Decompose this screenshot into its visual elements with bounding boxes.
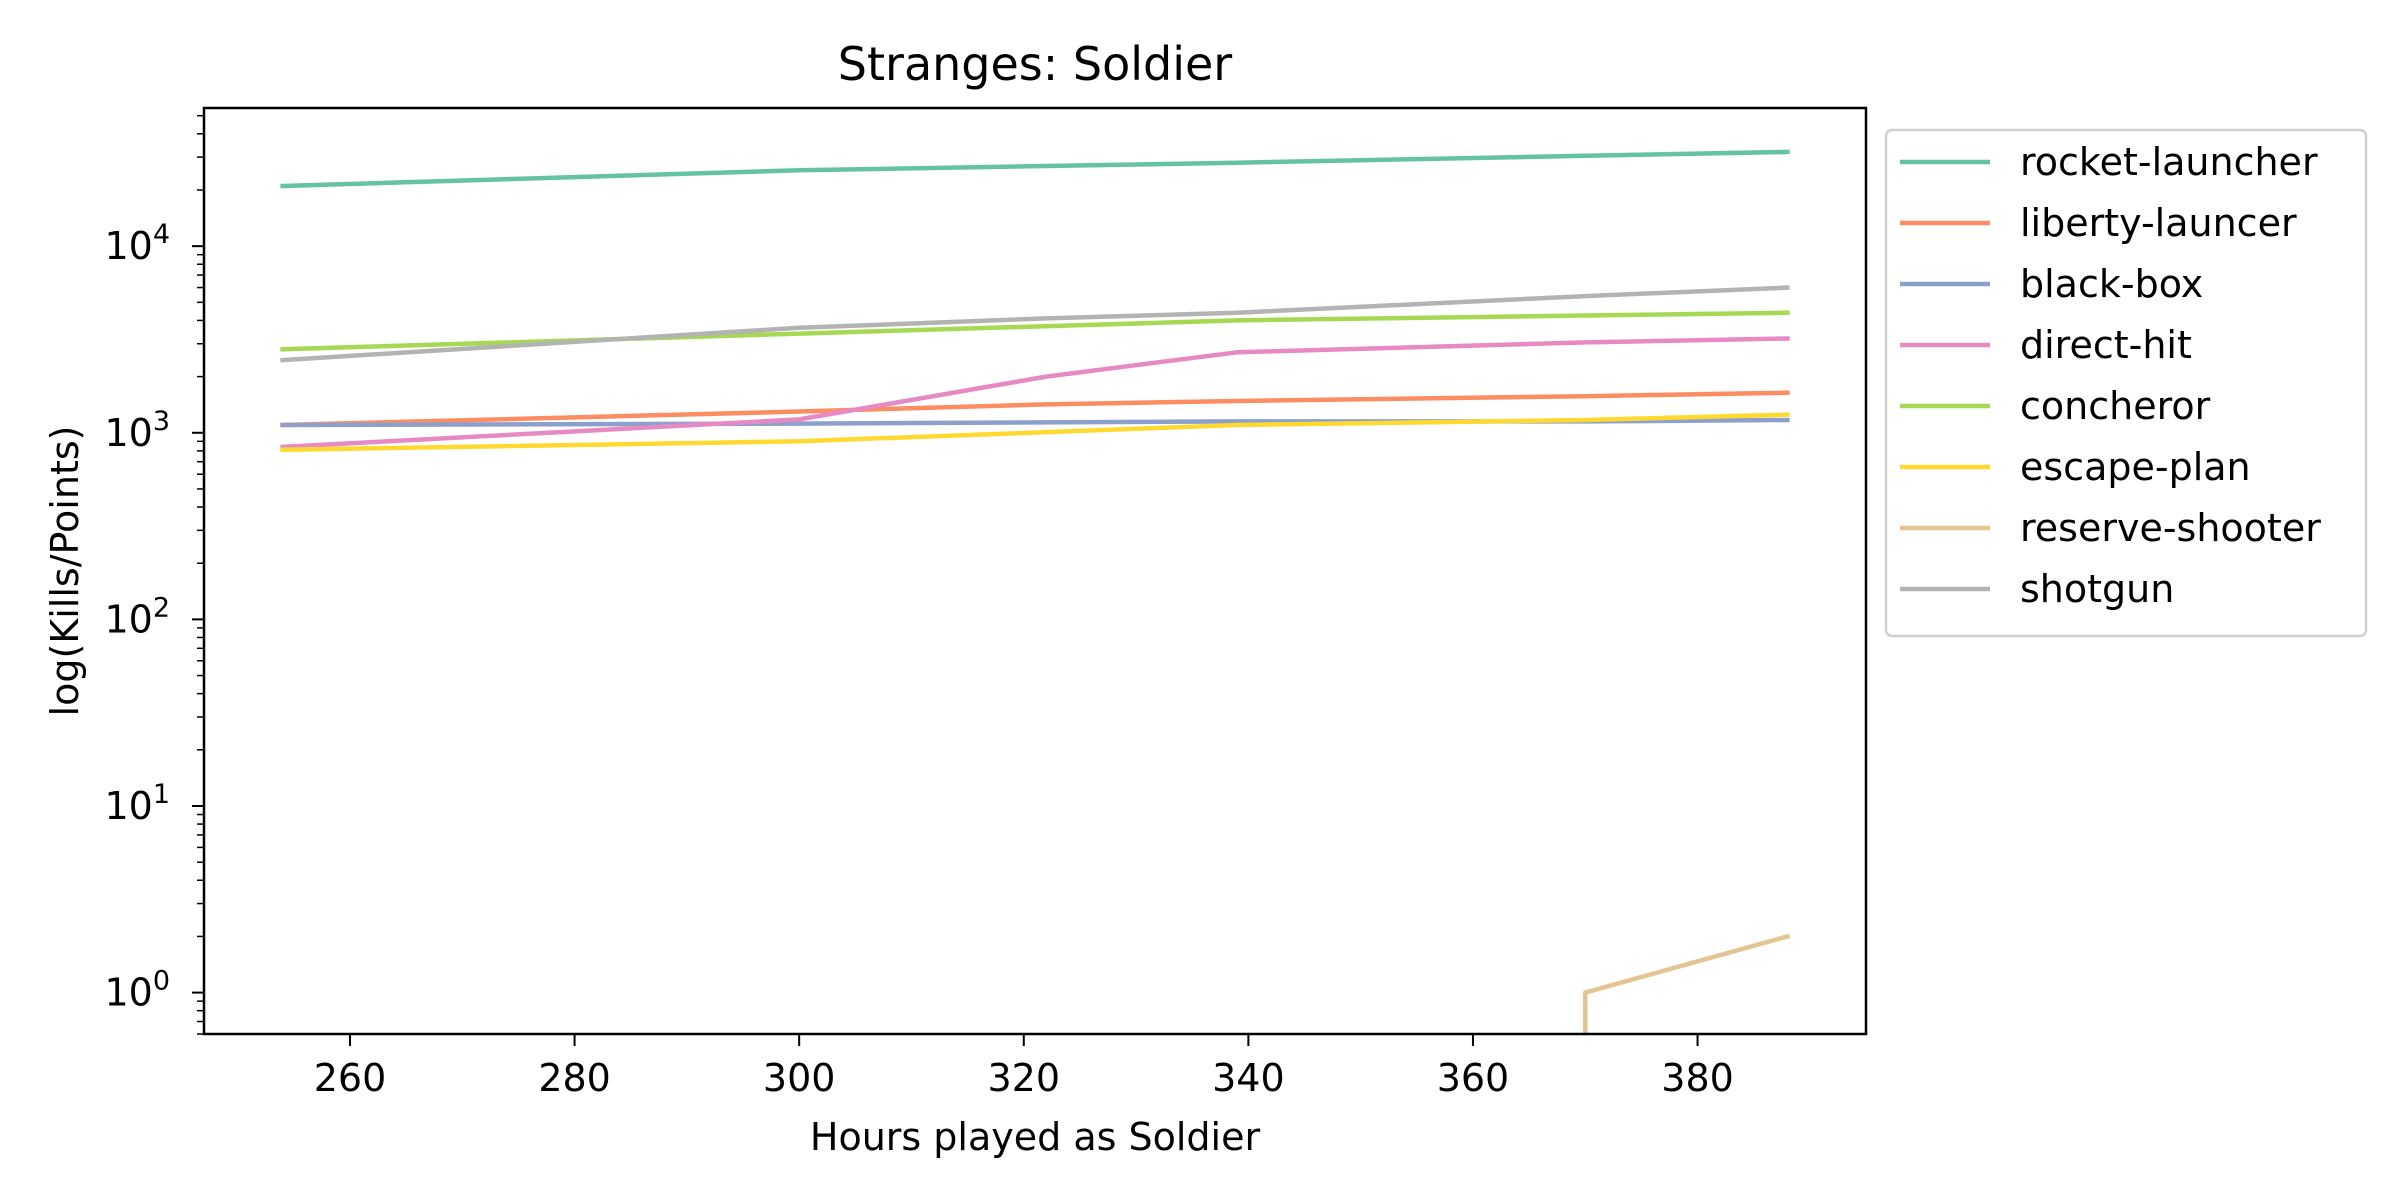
- y-axis-label: log(Kills/Points): [43, 426, 87, 717]
- legend-label: liberty-launcer: [2020, 201, 2297, 245]
- legend-label: escape-plan: [2020, 445, 2251, 489]
- x-tick-label: 300: [763, 1056, 836, 1100]
- legend-label: reserve-shooter: [2020, 506, 2321, 550]
- series-layer: [280, 149, 1791, 1034]
- legend: rocket-launcher liberty-launcer black-box d…: [1884, 128, 2368, 638]
- y-tick-label: 104: [104, 219, 170, 268]
- legend-label: concheror: [2020, 384, 2211, 428]
- x-tick-label: 280: [538, 1056, 611, 1100]
- x-axis-label: Hours played as Soldier: [810, 1115, 1261, 1159]
- series-line-black-box: [280, 417, 1790, 428]
- series-line-liberty-launcer: [280, 390, 1790, 428]
- x-tick-label: 380: [1661, 1056, 1734, 1100]
- legend-frame: [1884, 128, 2368, 638]
- x-axis: 260 280 300 320 340 360 380: [314, 1034, 1734, 1100]
- x-tick-label: 320: [988, 1056, 1061, 1100]
- legend-label: shotgun: [2020, 567, 2174, 611]
- legend-label: black-box: [2020, 262, 2203, 306]
- series-line-escape-plan: [280, 412, 1790, 453]
- series-line-reserve-shooter: [1583, 933, 1791, 1034]
- y-tick-label: 103: [104, 406, 170, 455]
- x-tick-label: 260: [314, 1056, 387, 1100]
- series-line-shotgun: [280, 285, 1790, 363]
- legend-label: rocket-launcher: [2020, 140, 2318, 184]
- y-tick-label: 100: [104, 966, 170, 1015]
- plot-frame: [202, 106, 1868, 1036]
- series-line-direct-hit: [280, 336, 1790, 450]
- y-tick-label: 101: [104, 779, 170, 828]
- chart-title: Stranges: Soldier: [838, 37, 1232, 91]
- legend-label: direct-hit: [2020, 323, 2192, 367]
- y-axis: 100 101 102 103 104: [104, 114, 204, 1035]
- y-tick-label: 102: [104, 592, 170, 641]
- x-tick-label: 360: [1437, 1056, 1510, 1100]
- series-line-rocket-launcher: [280, 149, 1790, 189]
- x-tick-label: 340: [1212, 1056, 1285, 1100]
